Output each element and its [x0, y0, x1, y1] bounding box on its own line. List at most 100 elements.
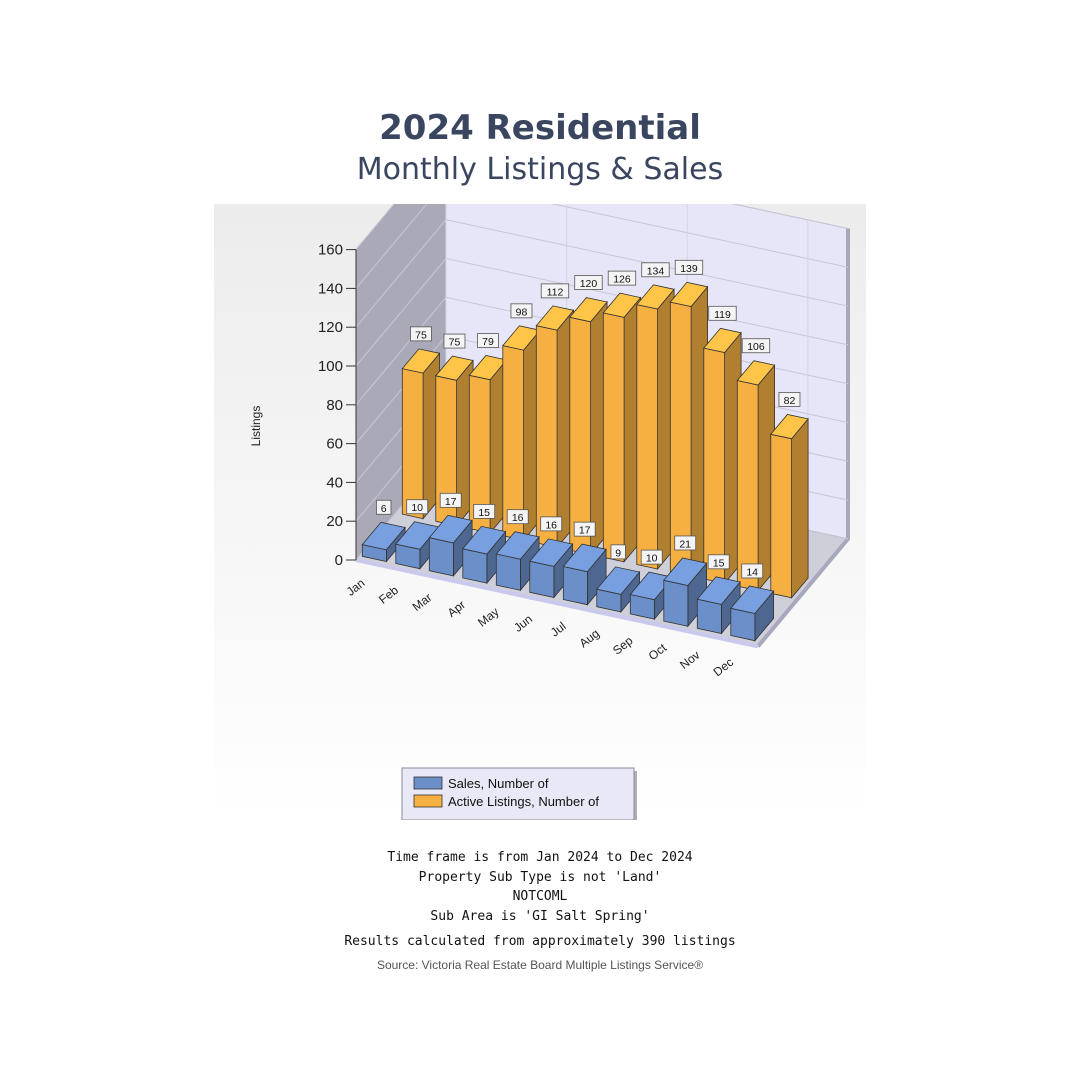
data-label-box — [477, 333, 499, 348]
data-label-text: 139 — [680, 263, 698, 275]
source-note: Source: Victoria Real Estate Board Multi… — [376, 958, 704, 972]
data-label-text: 75 — [415, 329, 427, 341]
listings-bar: 98 — [502, 303, 541, 542]
data-label-box — [376, 499, 392, 515]
sales-bar: 17 — [562, 521, 607, 606]
listings-bar-top — [636, 284, 675, 310]
listings-bar-top — [569, 297, 608, 323]
data-label: 21 — [674, 535, 697, 550]
listings-bar: 126 — [602, 270, 642, 563]
legend-label: Sales, Number of — [448, 776, 549, 791]
data-label: 14 — [741, 563, 764, 578]
data-label-box — [506, 509, 529, 525]
data-label: 106 — [741, 338, 771, 354]
data-label: 139 — [674, 259, 704, 275]
data-label-text: 79 — [482, 336, 494, 348]
data-label-text: 98 — [516, 306, 528, 318]
y-tick-label: 140 — [318, 280, 343, 297]
data-label: 119 — [708, 305, 737, 321]
data-label-text: 15 — [478, 507, 490, 519]
listings-bar-front — [636, 304, 659, 570]
sales-bar-top — [562, 543, 607, 573]
sales-bar-front — [562, 566, 588, 606]
data-label-box — [410, 326, 432, 342]
data-label: 82 — [778, 392, 801, 407]
chart-title: 2024 Residential — [379, 108, 701, 148]
data-label: 134 — [641, 262, 670, 277]
listings-bar-top — [435, 355, 474, 381]
y-tick-label: 0 — [335, 552, 343, 569]
sales-bar-top — [696, 576, 741, 605]
data-label-box — [510, 303, 533, 319]
y-tick-label: 160 — [318, 242, 343, 259]
listings-bar: 82 — [770, 392, 809, 599]
data-label-text: 9 — [615, 547, 621, 559]
data-label-text: 17 — [445, 496, 457, 508]
data-label: 98 — [510, 303, 533, 319]
note-line: Sub Area is 'GI Salt Spring' — [430, 908, 650, 924]
data-label-box — [674, 259, 704, 275]
listings-bar-front — [569, 316, 592, 556]
data-label-text: 75 — [449, 337, 461, 349]
data-label: 16 — [540, 516, 563, 531]
sales-bar-top — [361, 521, 406, 551]
sales-bar-top — [596, 566, 641, 595]
listings-bar-top — [535, 305, 575, 331]
sales-bar-front — [696, 598, 722, 634]
data-label-box — [707, 554, 730, 570]
listings-bar: 106 — [736, 338, 776, 592]
data-label-box — [443, 333, 466, 349]
y-tick-label: 60 — [326, 436, 343, 453]
listings-bar-front — [602, 312, 625, 563]
y-tick-label: 120 — [318, 319, 343, 336]
data-label-text: 82 — [784, 395, 796, 407]
data-label: 15 — [473, 504, 496, 519]
listings-bar-top — [401, 348, 441, 374]
sales-bar-front — [529, 560, 555, 598]
sales-bar-front — [663, 579, 689, 627]
data-label-box — [439, 492, 462, 508]
sales-bar-front — [462, 548, 488, 584]
data-label: 9 — [610, 544, 626, 560]
data-label-text: 21 — [679, 538, 691, 550]
sales-bar-top — [428, 514, 473, 544]
listings-bar-front — [770, 433, 792, 599]
data-label-text: 16 — [545, 519, 557, 531]
data-label-box — [610, 544, 626, 560]
y-tick-label: 40 — [326, 474, 343, 491]
data-label-text: 16 — [512, 512, 524, 524]
data-label-box — [640, 549, 663, 565]
data-label: 10 — [640, 549, 663, 565]
data-label: 15 — [707, 554, 730, 570]
data-label-box — [406, 499, 429, 515]
sales-bar-front — [730, 607, 756, 642]
listings-bar-side — [791, 417, 809, 599]
data-label-box — [607, 270, 637, 286]
sales-bar-top — [462, 525, 507, 555]
data-label-box — [778, 392, 801, 407]
data-label-text: 10 — [646, 553, 658, 565]
data-label-text: 17 — [579, 525, 591, 537]
data-label-box — [741, 338, 771, 354]
legend-swatch — [413, 794, 443, 808]
floor-edge — [355, 558, 759, 649]
listings-bar: 120 — [569, 275, 608, 556]
data-label-text: 119 — [714, 309, 731, 321]
legend-label: Active Listings, Number of — [448, 794, 599, 809]
listings-bar-front — [401, 368, 424, 520]
listings-bar-front — [669, 301, 692, 577]
data-label: 112 — [540, 283, 570, 298]
wall-edge — [756, 228, 850, 648]
note-line: NOTCOML — [512, 889, 568, 904]
y-tick-label: 80 — [326, 397, 343, 414]
listings-bar-top — [669, 281, 709, 307]
listings-bar-top — [602, 292, 642, 318]
data-label-text: 112 — [547, 286, 564, 298]
data-label-text: 106 — [747, 341, 765, 353]
listings-bar: 112 — [535, 283, 575, 549]
listings-bar-front — [535, 325, 558, 548]
note-line: Time frame is from Jan 2024 to Dec 2024 — [387, 850, 693, 865]
data-label: 10 — [406, 499, 429, 515]
data-label-box — [473, 504, 496, 519]
data-label-box — [708, 305, 737, 321]
